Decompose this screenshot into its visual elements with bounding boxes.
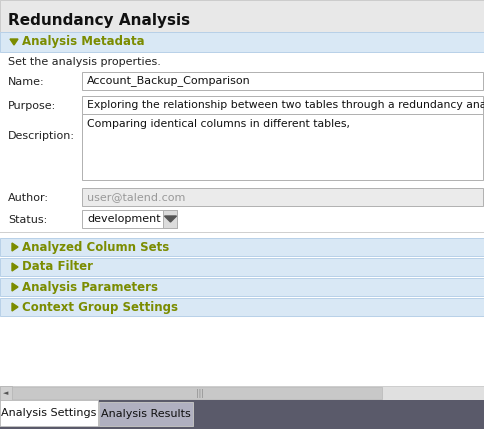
Text: ◄: ◄ (3, 390, 9, 396)
Bar (99, 402, 193, 426)
Bar (12, 387, 381, 399)
Bar (0, 400, 98, 426)
Bar (0, 232, 484, 233)
Bar (0, 32, 484, 52)
Text: Set the analysis properties.: Set the analysis properties. (8, 57, 161, 67)
Text: Analysis Metadata: Analysis Metadata (22, 36, 144, 48)
Text: Redundancy Analysis: Redundancy Analysis (8, 12, 190, 27)
Text: Data Filter: Data Filter (22, 260, 93, 274)
Polygon shape (12, 283, 18, 291)
Bar (82, 114, 482, 180)
Bar (0, 238, 484, 256)
Bar (82, 96, 482, 114)
Text: |||: ||| (196, 389, 203, 398)
Text: Analysis Settings: Analysis Settings (1, 408, 96, 418)
Text: Account_Backup_Comparison: Account_Backup_Comparison (87, 76, 250, 87)
Text: user@talend.com: user@talend.com (87, 192, 185, 202)
Bar (0, 278, 484, 296)
Text: Status:: Status: (8, 215, 47, 225)
Bar (0, 400, 484, 429)
Text: development: development (87, 214, 160, 224)
Polygon shape (12, 243, 18, 251)
Bar (0, 236, 484, 238)
Polygon shape (12, 263, 18, 271)
Bar (82, 188, 482, 206)
Bar (0, 276, 484, 278)
Polygon shape (12, 303, 18, 311)
Text: Exploring the relationship between two tables through a redundancy analy: Exploring the relationship between two t… (87, 100, 484, 110)
Text: Comparing identical columns in different tables,: Comparing identical columns in different… (87, 119, 349, 129)
Bar (0, 386, 12, 400)
Text: Name:: Name: (8, 77, 45, 87)
Text: Analysis Parameters: Analysis Parameters (22, 281, 158, 293)
Bar (82, 72, 482, 90)
Bar (0, 298, 484, 316)
Text: Analyzed Column Sets: Analyzed Column Sets (22, 241, 169, 254)
Text: Author:: Author: (8, 193, 49, 203)
Bar (0, 386, 484, 400)
Text: Description:: Description: (8, 131, 75, 141)
Bar (0, 0, 484, 32)
Polygon shape (164, 216, 176, 222)
Text: Analysis Results: Analysis Results (101, 409, 191, 419)
Text: Context Group Settings: Context Group Settings (22, 300, 178, 314)
Bar (0, 256, 484, 258)
Bar (0, 32, 484, 396)
Text: Purpose:: Purpose: (8, 101, 56, 111)
Bar (0, 318, 484, 386)
Bar (0, 258, 484, 276)
Polygon shape (10, 39, 18, 45)
Bar (0, 296, 484, 298)
Bar (163, 210, 177, 228)
Bar (82, 210, 177, 228)
